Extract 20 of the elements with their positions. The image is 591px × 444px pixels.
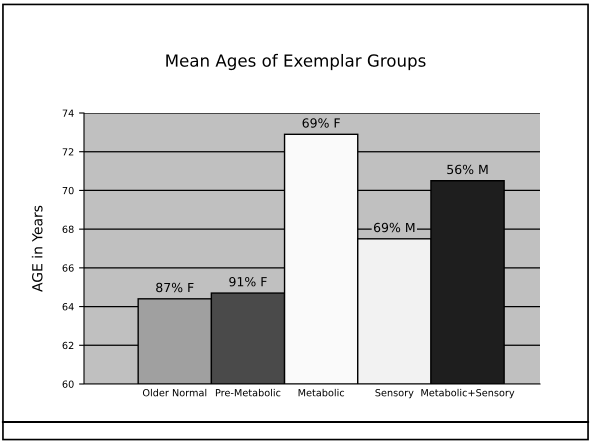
y-tick-label: 68 (62, 226, 74, 233)
x-tick-label: Older Normal (142, 388, 206, 396)
y-tick-label: 60 (62, 380, 74, 388)
annotation: 69% F (302, 118, 340, 128)
annotation: 56% M (447, 164, 488, 174)
y-tick-label: 74 (62, 110, 74, 117)
y-axis-title: AGE in Years (32, 206, 43, 292)
y-tick-label: 64 (62, 303, 74, 310)
y-tick-label: 62 (62, 342, 74, 350)
annotation: 87% F (156, 282, 194, 292)
x-tick-label: Metabolic+Sensory (421, 388, 514, 398)
x-tick-label: Metabolic (298, 388, 344, 396)
x-tick-label: Sensory (375, 389, 414, 398)
y-tick-label: 72 (62, 148, 74, 156)
y-tick-label: 70 (62, 186, 74, 194)
y-tick-label: 66 (62, 264, 74, 272)
chart-title: Mean Ages of Exemplar Groups (166, 54, 426, 70)
annotation: 91% F (229, 276, 267, 286)
x-tick-label: Pre-Metabolic (216, 388, 280, 396)
annotation: 69% M (374, 222, 414, 232)
